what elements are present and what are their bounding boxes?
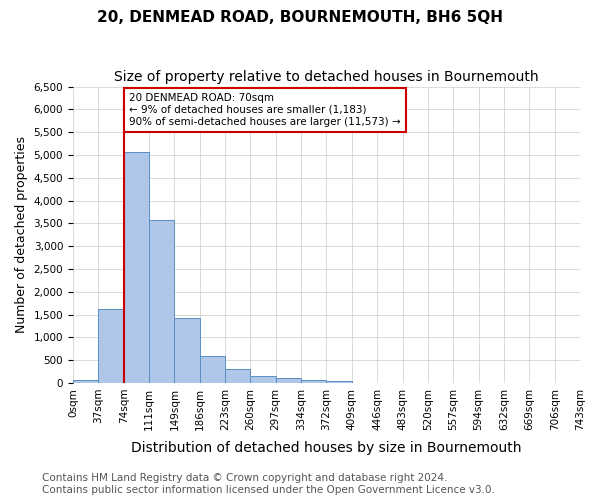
Title: Size of property relative to detached houses in Bournemouth: Size of property relative to detached ho… [114,70,539,84]
Text: 20 DENMEAD ROAD: 70sqm
← 9% of detached houses are smaller (1,183)
90% of semi-d: 20 DENMEAD ROAD: 70sqm ← 9% of detached … [129,94,401,126]
Bar [98,309,124,383]
Bar [250,376,276,383]
X-axis label: Distribution of detached houses by size in Bournemouth: Distribution of detached houses by size … [131,441,522,455]
Y-axis label: Number of detached properties: Number of detached properties [15,136,28,333]
Bar [149,220,175,383]
Bar [276,378,301,383]
Bar [73,380,98,383]
Text: 20, DENMEAD ROAD, BOURNEMOUTH, BH6 5QH: 20, DENMEAD ROAD, BOURNEMOUTH, BH6 5QH [97,10,503,25]
Bar [175,318,200,383]
Bar [301,380,326,383]
Bar [225,369,250,383]
Bar [200,356,225,383]
Bar [326,380,352,383]
Bar [124,152,149,383]
Text: Contains HM Land Registry data © Crown copyright and database right 2024.
Contai: Contains HM Land Registry data © Crown c… [42,474,495,495]
